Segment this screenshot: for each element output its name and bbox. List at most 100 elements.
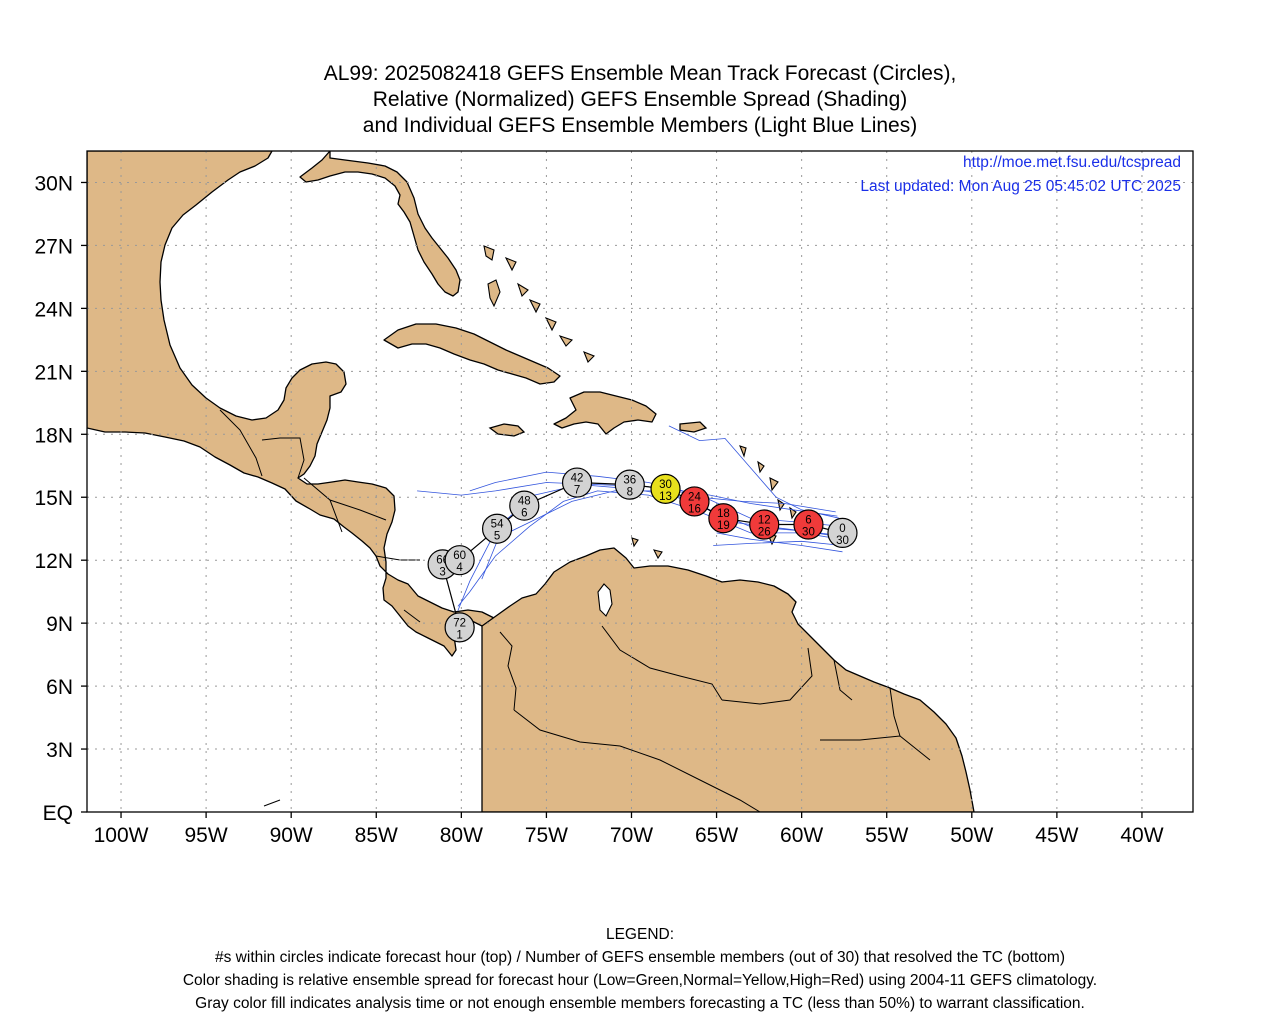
member-count-label: 3 (439, 566, 445, 578)
lon-tick-label: 75W (525, 824, 568, 847)
legend-heading: LEGEND: (605, 926, 675, 943)
forecast-hour-label: 30 (659, 479, 672, 491)
track-point: 721 (444, 612, 475, 643)
lat-tick-label: 18N (34, 424, 73, 447)
track-point-circle (481, 513, 513, 544)
lat-tick-label: 12N (34, 550, 73, 573)
track-point-circle (650, 473, 681, 504)
grid (87, 151, 1193, 812)
member-track-line (457, 490, 838, 611)
chart-title-line-1: AL99: 2025082418 GEFS Ensemble Mean Trac… (323, 62, 957, 85)
track-point: 545 (481, 513, 513, 544)
lon-tick-label: 90W (270, 824, 313, 847)
member-count-label: 4 (456, 562, 463, 574)
lon-tick-label: 50W (950, 824, 993, 847)
lat-tick-label: 24N (34, 298, 73, 321)
forecast-hour-label: 18 (717, 508, 730, 520)
lon-tick-label: 60W (780, 824, 823, 847)
forecast-hour-label: 72 (453, 617, 466, 629)
member-count-label: 6 (521, 508, 527, 520)
track-point: 030 (827, 517, 858, 549)
forecast-hour-label: 54 (491, 519, 504, 531)
land-mexico-central-america (87, 151, 507, 657)
forecast-hour-label: 12 (758, 515, 771, 527)
lat-tick-label: 27N (34, 235, 73, 258)
land-hispaniola (553, 391, 657, 435)
track-point-circle (444, 545, 475, 576)
track-point-circle (708, 503, 739, 534)
lon-tick-label: 65W (695, 824, 738, 847)
track-point-circle (444, 612, 475, 643)
forecast-hour-label: 6 (805, 515, 811, 527)
lat-tick-label: EQ (43, 802, 73, 825)
forecast-hour-label: 36 (623, 475, 636, 487)
forecast-hour-label: 42 (571, 473, 584, 485)
lon-tick-label: 100W (94, 824, 149, 847)
land-layer (87, 151, 975, 812)
member-track-line (716, 532, 843, 553)
track-point: 427 (561, 467, 593, 498)
track-point-circle (561, 467, 593, 498)
legend-line-2: Color shading is relative ensemble sprea… (182, 972, 1098, 989)
lon-tick-label: 95W (185, 824, 228, 847)
track-point: 630 (793, 509, 824, 540)
land-florida (299, 151, 461, 297)
lat-tick-label: 9N (46, 613, 73, 636)
member-track-line (668, 425, 840, 519)
lon-tick-label: 70W (610, 824, 653, 847)
member-count-label: 16 (688, 503, 701, 515)
track-point: 486 (509, 490, 540, 521)
track-point-circle (509, 490, 540, 521)
lat-tick-label: 30N (34, 172, 73, 195)
track-point-circle (793, 509, 824, 540)
country-borders (219, 409, 931, 812)
member-track-line (469, 471, 845, 527)
lat-tick-label: 3N (46, 739, 73, 762)
member-count-label: 13 (659, 491, 672, 503)
land-jamaica (488, 423, 526, 437)
lon-tick-label: 55W (865, 824, 908, 847)
member-count-label: 1 (456, 629, 462, 641)
member-count-label: 8 (627, 487, 633, 499)
track-point-circle (749, 509, 780, 540)
member-count-label: 7 (574, 485, 580, 497)
forecast-hour-label: 60 (453, 550, 466, 562)
last-updated: Last updated: Mon Aug 25 05:45:02 UTC 20… (860, 178, 1181, 195)
chart-title-line-2: Relative (Normalized) GEFS Ensemble Spre… (372, 88, 908, 111)
member-count-label: 30 (836, 535, 849, 547)
member-count-label: 19 (717, 520, 730, 532)
lon-tick-label: 40W (1120, 824, 1163, 847)
track-point: 604 (444, 545, 475, 576)
land-cuba (383, 323, 561, 385)
axis-ticks: 30N 27N 24N 21N 18N 15N 12N 9N 6N 3N EQ 100W 95W 90W 8… (34, 172, 1163, 847)
lat-tick-label: 15N (34, 487, 73, 510)
member-count-label: 5 (494, 531, 500, 543)
lake-maracaibo (597, 583, 613, 617)
forecast-hour-label: 0 (839, 523, 845, 535)
source-url[interactable]: http://moe.met.fsu.edu/tcspread (963, 154, 1181, 171)
land-puerto-rico (679, 421, 708, 433)
member-count-label: 30 (802, 527, 815, 539)
legend-line-3: Gray color fill indicates analysis time … (195, 995, 1085, 1012)
land-small-islands (483, 245, 797, 560)
lon-tick-label: 85W (355, 824, 398, 847)
lat-tick-label: 6N (46, 676, 73, 699)
track-point-circle (614, 469, 645, 500)
track-point: 368 (614, 469, 645, 500)
forecast-hour-label: 48 (518, 496, 531, 508)
track-point-circle (679, 486, 710, 517)
lon-tick-label: 45W (1035, 824, 1078, 847)
plot-border (86, 150, 1194, 813)
member-count-label: 26 (758, 527, 771, 539)
forecast-hour-label: 24 (688, 491, 701, 503)
chart-title-line-3: and Individual GEFS Ensemble Members (Li… (362, 114, 918, 137)
lon-tick-label: 80W (440, 824, 483, 847)
legend-line-1: #s within circles indicate forecast hour… (215, 949, 1065, 966)
lat-tick-label: 21N (34, 361, 73, 384)
